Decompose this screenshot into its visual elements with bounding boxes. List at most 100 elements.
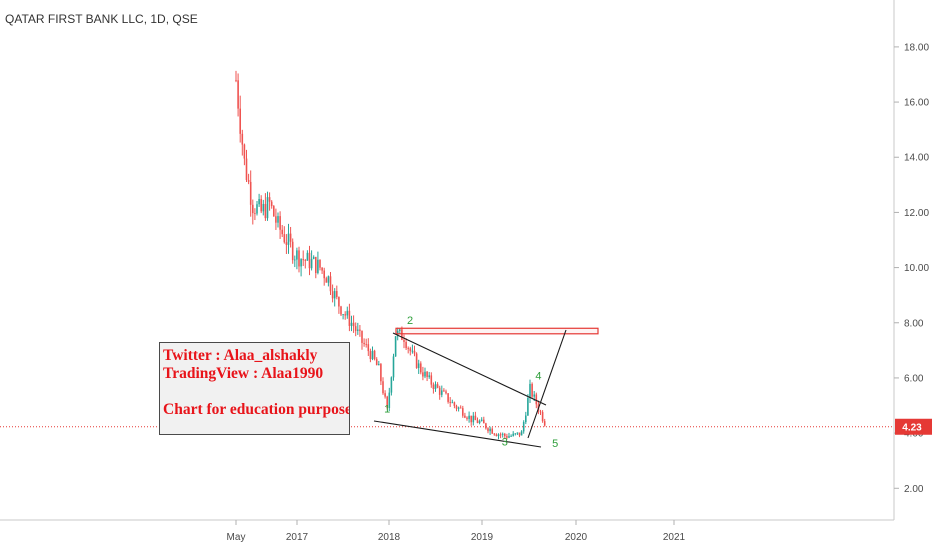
candle-body (399, 329, 401, 331)
candle (428, 371, 430, 379)
candle-body (535, 394, 538, 405)
candle (266, 191, 269, 221)
candle (489, 426, 491, 435)
candle (300, 258, 302, 277)
candle-body (325, 278, 328, 283)
candle (457, 406, 460, 412)
candle-body (392, 356, 395, 378)
candle-body (424, 371, 426, 377)
candle (270, 200, 273, 209)
candle-body (342, 314, 344, 316)
candle (472, 412, 475, 426)
candle-body (256, 204, 258, 214)
candle-body (384, 393, 386, 397)
candle (487, 427, 489, 434)
candle-body (422, 372, 424, 377)
candle-body (483, 419, 485, 424)
candle (529, 379, 531, 404)
candle (317, 251, 319, 275)
candle (333, 288, 336, 307)
candle-body (304, 260, 307, 261)
candle-body (474, 415, 477, 421)
candle (258, 193, 260, 207)
candle (411, 344, 414, 354)
candle-body (363, 342, 365, 345)
last-price-tag-label: 4.23 (902, 422, 922, 433)
candle-body (357, 329, 359, 331)
candle (386, 395, 388, 410)
candle (304, 258, 307, 269)
candle (466, 416, 468, 421)
candle-body (497, 434, 500, 437)
y-tick-label: 16.00 (904, 98, 929, 109)
candle-body (413, 350, 416, 354)
candle-body (501, 433, 504, 435)
candle (432, 382, 435, 394)
candle-body (279, 216, 281, 230)
candle (449, 397, 451, 407)
candle (382, 377, 384, 395)
candle-body (493, 433, 496, 435)
candle-body (296, 250, 298, 260)
candle-body (283, 234, 286, 243)
candle-body (294, 259, 296, 261)
candle (365, 338, 367, 348)
candle-body (315, 256, 317, 273)
candle (506, 433, 508, 440)
candle (294, 255, 296, 268)
trend-drawings[interactable] (373, 327, 599, 448)
candle-body (346, 310, 349, 316)
candle-body (409, 348, 412, 352)
candle-body (394, 336, 397, 357)
candle-body (487, 428, 489, 432)
candle (394, 336, 397, 357)
time-axis[interactable]: May 2017 2018 2019 2020 2021 (227, 520, 686, 543)
candle (445, 389, 447, 395)
candle (327, 275, 330, 287)
candle (543, 418, 546, 427)
candle (241, 129, 244, 156)
candle-body (289, 233, 292, 242)
candle-body (308, 252, 311, 269)
candle-body (420, 363, 422, 373)
candle (415, 352, 418, 369)
candle-body (285, 242, 288, 245)
candle-body (489, 428, 491, 432)
candle (243, 143, 246, 166)
candle (245, 149, 248, 183)
candle (380, 363, 382, 386)
x-tick-label: May (227, 532, 246, 543)
candle-body (508, 436, 510, 438)
candle-body (241, 133, 244, 145)
candle-body (478, 420, 481, 424)
y-tick-label: 10.00 (904, 263, 929, 274)
candle (346, 306, 349, 319)
candle (315, 256, 317, 279)
candle (510, 434, 512, 438)
candle-body (327, 276, 330, 283)
candle (424, 367, 426, 379)
candle-body (237, 80, 239, 109)
candle-body (254, 213, 256, 214)
candle (321, 267, 323, 274)
candle-body (529, 383, 531, 398)
candle-body (264, 203, 267, 219)
candle-body (457, 407, 460, 409)
candle-body (310, 258, 313, 269)
candle (279, 211, 281, 239)
candle (459, 405, 462, 409)
candle (516, 432, 519, 435)
candle (417, 359, 420, 374)
candle-body (361, 330, 363, 343)
candle (367, 338, 370, 356)
candle-body (239, 108, 241, 134)
candle (275, 208, 277, 230)
candle (361, 330, 363, 350)
candle (413, 345, 416, 357)
candle-body (300, 259, 302, 267)
candle-body (459, 407, 462, 409)
candle-body (541, 412, 544, 422)
candle-body (417, 363, 420, 368)
candle (451, 399, 454, 404)
